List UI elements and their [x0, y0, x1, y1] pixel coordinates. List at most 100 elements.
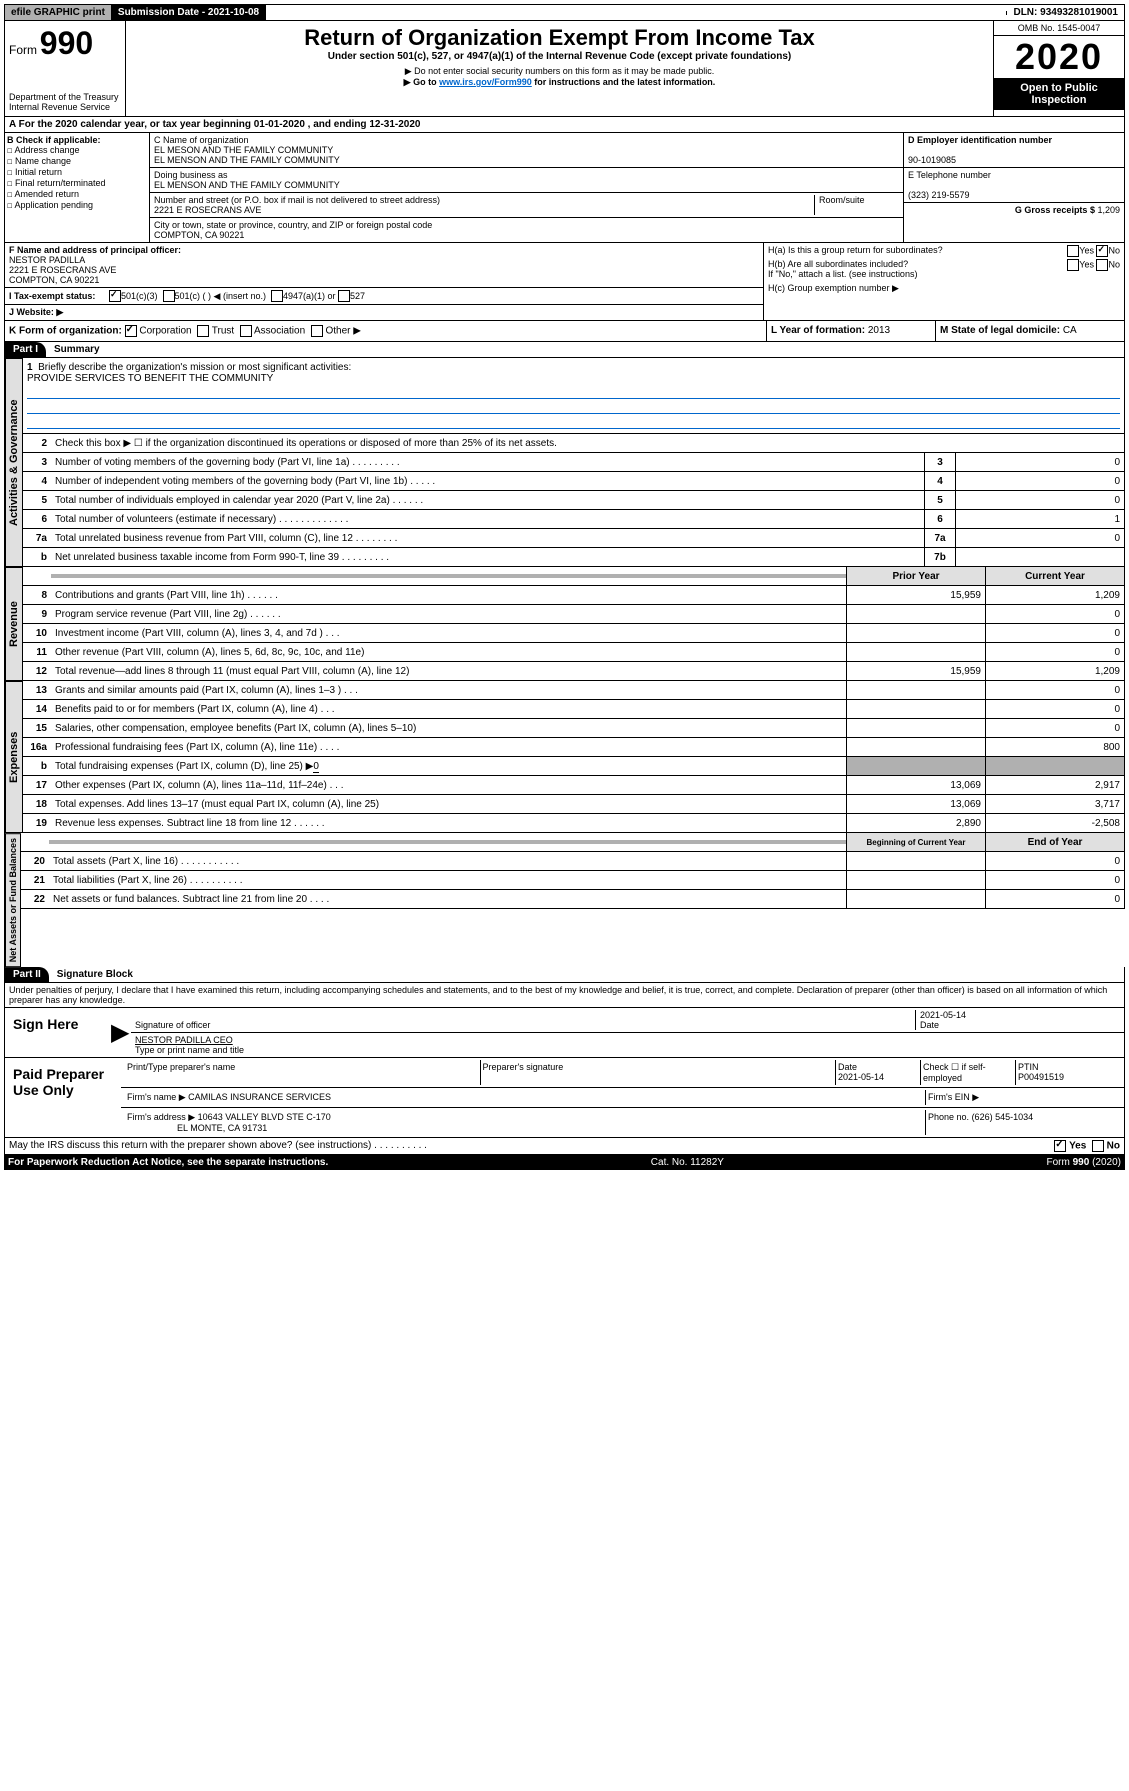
line18: Total expenses. Add lines 13–17 (must eq…	[51, 797, 846, 812]
chk-amended[interactable]: Amended return	[14, 189, 79, 199]
room-suite-label: Room/suite	[814, 195, 899, 215]
tax-exempt-label: I Tax-exempt status:	[9, 291, 109, 301]
chk-address-change[interactable]: Address change	[14, 145, 79, 155]
p14	[846, 700, 985, 718]
firm-addr2: EL MONTE, CA 91731	[177, 1123, 267, 1133]
efile-label[interactable]: efile GRAPHIC print	[5, 5, 112, 20]
chk-501c3[interactable]	[109, 290, 121, 302]
line14: Benefits paid to or for members (Part IX…	[51, 702, 846, 717]
c21: 0	[985, 871, 1124, 889]
addr-label: Number and street (or P.O. box if mail i…	[154, 195, 440, 205]
year-formation-label: L Year of formation:	[771, 325, 865, 336]
p16a	[846, 738, 985, 756]
paid-preparer-label: Paid Preparer Use Only	[5, 1058, 121, 1137]
firm-name-label: Firm's name ▶	[127, 1092, 186, 1102]
submission-date: Submission Date - 2021-10-08	[112, 5, 266, 20]
c15: 0	[985, 719, 1124, 737]
box-d-e-g: D Employer identification number 90-1019…	[904, 133, 1124, 242]
sign-arrow-icon: ▶	[111, 1008, 131, 1057]
line15: Salaries, other compensation, employee b…	[51, 721, 846, 736]
paid-preparer-section: Paid Preparer Use Only Print/Type prepar…	[4, 1058, 1125, 1138]
line17: Other expenses (Part IX, column (A), lin…	[51, 778, 846, 793]
opt-527: 527	[350, 291, 365, 301]
part1-title: Summary	[46, 342, 1124, 357]
opt-501c3: 501(c)(3)	[121, 291, 158, 301]
footer-mid: Cat. No. 11282Y	[651, 1157, 724, 1168]
ptin-label: PTIN	[1018, 1062, 1039, 1072]
line2: Check this box ▶ ☐ if the organization d…	[51, 436, 1124, 451]
c18: 3,717	[985, 795, 1124, 813]
p13	[846, 681, 985, 699]
opt-assoc: Association	[254, 326, 305, 337]
sig-officer-label: Signature of officer	[135, 1020, 210, 1030]
current-year-hdr: Current Year	[985, 567, 1124, 585]
preparer-name-label: Print/Type preparer's name	[125, 1060, 481, 1085]
ptin-value: P00491519	[1018, 1072, 1064, 1082]
chk-final-return[interactable]: Final return/terminated	[15, 178, 106, 188]
line9: Program service revenue (Part VIII, line…	[51, 607, 846, 622]
netassets-grid: Net Assets or Fund Balances Beginning of…	[4, 833, 1125, 967]
part1-grid: Activities & Governance 1 Briefly descri…	[4, 358, 1125, 567]
dept-label: Department of the Treasury Internal Reve…	[9, 92, 121, 112]
gross-receipts-label: G Gross receipts $	[1015, 205, 1095, 215]
firm-addr-label: Firm's address ▶	[127, 1112, 195, 1122]
chk-501c[interactable]	[163, 290, 175, 302]
p18: 13,069	[846, 795, 985, 813]
firm-phone-value: (626) 545-1034	[972, 1112, 1034, 1122]
form-subtitle: Under section 501(c), 527, or 4947(a)(1)…	[130, 51, 989, 62]
vtab-governance: Activities & Governance	[5, 358, 23, 567]
firm-name-value: CAMILAS INSURANCE SERVICES	[188, 1092, 331, 1102]
chk-527[interactable]	[338, 290, 350, 302]
box-b: B Check if applicable: ☐ Address change …	[5, 133, 150, 242]
officer-addr2: COMPTON, CA 90221	[9, 275, 99, 285]
p12: 15,959	[846, 662, 985, 680]
chk-4947[interactable]	[271, 290, 283, 302]
p20	[846, 852, 985, 870]
chk-corp[interactable]	[125, 325, 137, 337]
p17: 13,069	[846, 776, 985, 794]
form-number: 990	[40, 25, 93, 61]
form990-link[interactable]: www.irs.gov/Form990	[439, 77, 532, 87]
hb-no[interactable]	[1096, 259, 1108, 271]
discuss-no[interactable]	[1092, 1140, 1104, 1152]
val5: 0	[955, 491, 1124, 509]
boy-hdr: Beginning of Current Year	[846, 833, 985, 851]
form-header: Form 990 Department of the Treasury Inte…	[4, 21, 1125, 117]
hb-yes[interactable]	[1067, 259, 1079, 271]
line3: Number of voting members of the governin…	[51, 455, 924, 470]
org-name-1: EL MESON AND THE FAMILY COMMUNITY	[154, 145, 333, 155]
officer-label: F Name and address of principal officer:	[9, 245, 181, 255]
chk-initial-return[interactable]: Initial return	[15, 167, 62, 177]
city-value: COMPTON, CA 90221	[154, 230, 244, 240]
line19: Revenue less expenses. Subtract line 18 …	[51, 816, 846, 831]
chk-name-change[interactable]: Name change	[15, 156, 71, 166]
type-name-label: Type or print name and title	[135, 1045, 244, 1055]
discuss-yes[interactable]	[1054, 1140, 1066, 1152]
ha-no[interactable]	[1096, 245, 1108, 257]
line16b-val: 0	[313, 761, 319, 773]
officer-group-info: F Name and address of principal officer:…	[4, 243, 1125, 321]
line11: Other revenue (Part VIII, column (A), li…	[51, 645, 846, 660]
chk-other[interactable]	[311, 325, 323, 337]
form-footer: For Paperwork Reduction Act Notice, see …	[4, 1155, 1125, 1170]
year-formation-value: 2013	[868, 325, 890, 336]
p21	[846, 871, 985, 889]
line22: Net assets or fund balances. Subtract li…	[49, 892, 846, 907]
c9: 0	[985, 605, 1124, 623]
chk-trust[interactable]	[197, 325, 209, 337]
chk-assoc[interactable]	[240, 325, 252, 337]
revenue-grid: Revenue Prior YearCurrent Year 8Contribu…	[4, 567, 1125, 681]
part2-title: Signature Block	[49, 967, 1124, 982]
ha-yes[interactable]	[1067, 245, 1079, 257]
p10	[846, 624, 985, 642]
expenses-grid: Expenses 13Grants and similar amounts pa…	[4, 681, 1125, 833]
part2-header: Part II Signature Block	[4, 967, 1125, 983]
mission-text: PROVIDE SERVICES TO BENEFIT THE COMMUNIT…	[27, 373, 273, 384]
box-c: C Name of organization EL MESON AND THE …	[150, 133, 904, 242]
chk-app-pending[interactable]: Application pending	[14, 200, 93, 210]
c22: 0	[985, 890, 1124, 908]
p22	[846, 890, 985, 908]
dba-label: Doing business as	[154, 170, 228, 180]
opt-trust: Trust	[212, 326, 234, 337]
website-label: J Website: ▶	[9, 307, 63, 317]
